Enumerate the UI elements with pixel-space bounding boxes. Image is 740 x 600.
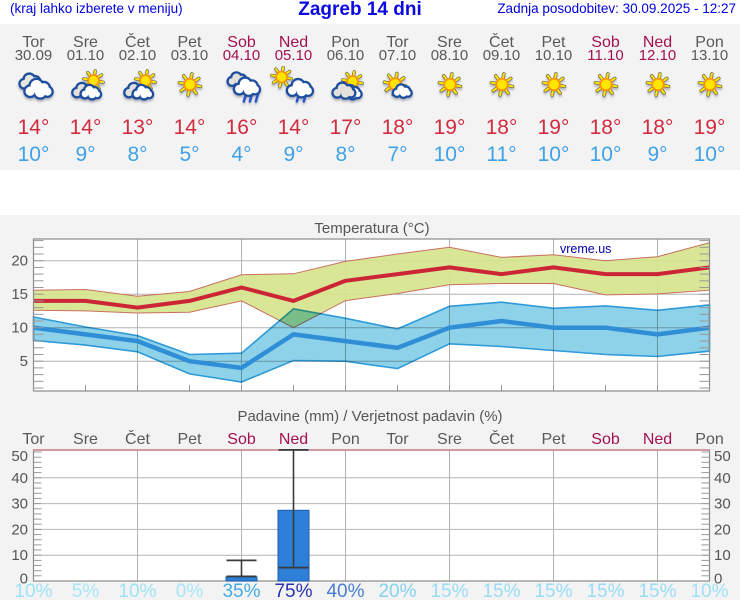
- svg-text:15%: 15%: [586, 581, 624, 600]
- svg-text:30: 30: [11, 496, 28, 513]
- svg-text:10%: 10%: [14, 581, 52, 600]
- svg-text:10: 10: [11, 320, 28, 337]
- svg-text:10%: 10%: [118, 581, 156, 600]
- svg-text:40%: 40%: [326, 581, 364, 600]
- svg-text:20: 20: [11, 521, 28, 538]
- svg-text:15%: 15%: [482, 581, 520, 600]
- svg-text:75%: 75%: [274, 581, 312, 600]
- svg-text:10: 10: [714, 547, 731, 564]
- svg-text:Sre: Sre: [437, 431, 462, 448]
- svg-text:Ned: Ned: [279, 431, 308, 448]
- svg-text:15%: 15%: [534, 581, 572, 600]
- svg-text:Pon: Pon: [331, 431, 359, 448]
- svg-text:Čet: Čet: [489, 429, 514, 448]
- svg-text:5%: 5%: [72, 581, 100, 600]
- svg-text:0: 0: [20, 571, 28, 588]
- svg-text:Pon: Pon: [695, 431, 723, 448]
- svg-text:0%: 0%: [176, 581, 204, 600]
- svg-text:50: 50: [11, 448, 28, 465]
- svg-text:5: 5: [20, 353, 28, 370]
- svg-text:Sob: Sob: [591, 431, 620, 448]
- svg-text:Čet: Čet: [125, 429, 150, 448]
- svg-text:30: 30: [714, 496, 731, 513]
- svg-text:35%: 35%: [222, 581, 260, 600]
- svg-text:Pet: Pet: [177, 431, 202, 448]
- svg-text:10%: 10%: [690, 581, 728, 600]
- svg-text:Ned: Ned: [643, 431, 672, 448]
- svg-text:40: 40: [11, 470, 28, 487]
- svg-text:15%: 15%: [430, 581, 468, 600]
- svg-text:40: 40: [714, 470, 731, 487]
- svg-text:Pet: Pet: [541, 431, 566, 448]
- svg-text:Temperatura (°C): Temperatura (°C): [314, 220, 429, 237]
- svg-text:15%: 15%: [638, 581, 676, 600]
- svg-text:10: 10: [11, 547, 28, 564]
- svg-text:Tor: Tor: [386, 431, 409, 448]
- svg-text:0: 0: [714, 571, 722, 588]
- svg-text:Sre: Sre: [73, 431, 98, 448]
- svg-text:20%: 20%: [378, 581, 416, 600]
- svg-text:Tor: Tor: [22, 431, 45, 448]
- svg-text:Padavine (mm) / Verjetnost pad: Padavine (mm) / Verjetnost padavin (%): [237, 408, 502, 425]
- svg-text:20: 20: [714, 521, 731, 538]
- svg-text:50: 50: [714, 448, 731, 465]
- svg-text:20: 20: [11, 253, 28, 270]
- svg-text:Sob: Sob: [227, 431, 256, 448]
- svg-text:vreme.us: vreme.us: [560, 242, 611, 256]
- svg-text:15: 15: [11, 286, 28, 303]
